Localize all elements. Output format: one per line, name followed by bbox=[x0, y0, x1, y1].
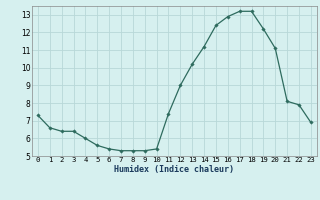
X-axis label: Humidex (Indice chaleur): Humidex (Indice chaleur) bbox=[115, 165, 234, 174]
